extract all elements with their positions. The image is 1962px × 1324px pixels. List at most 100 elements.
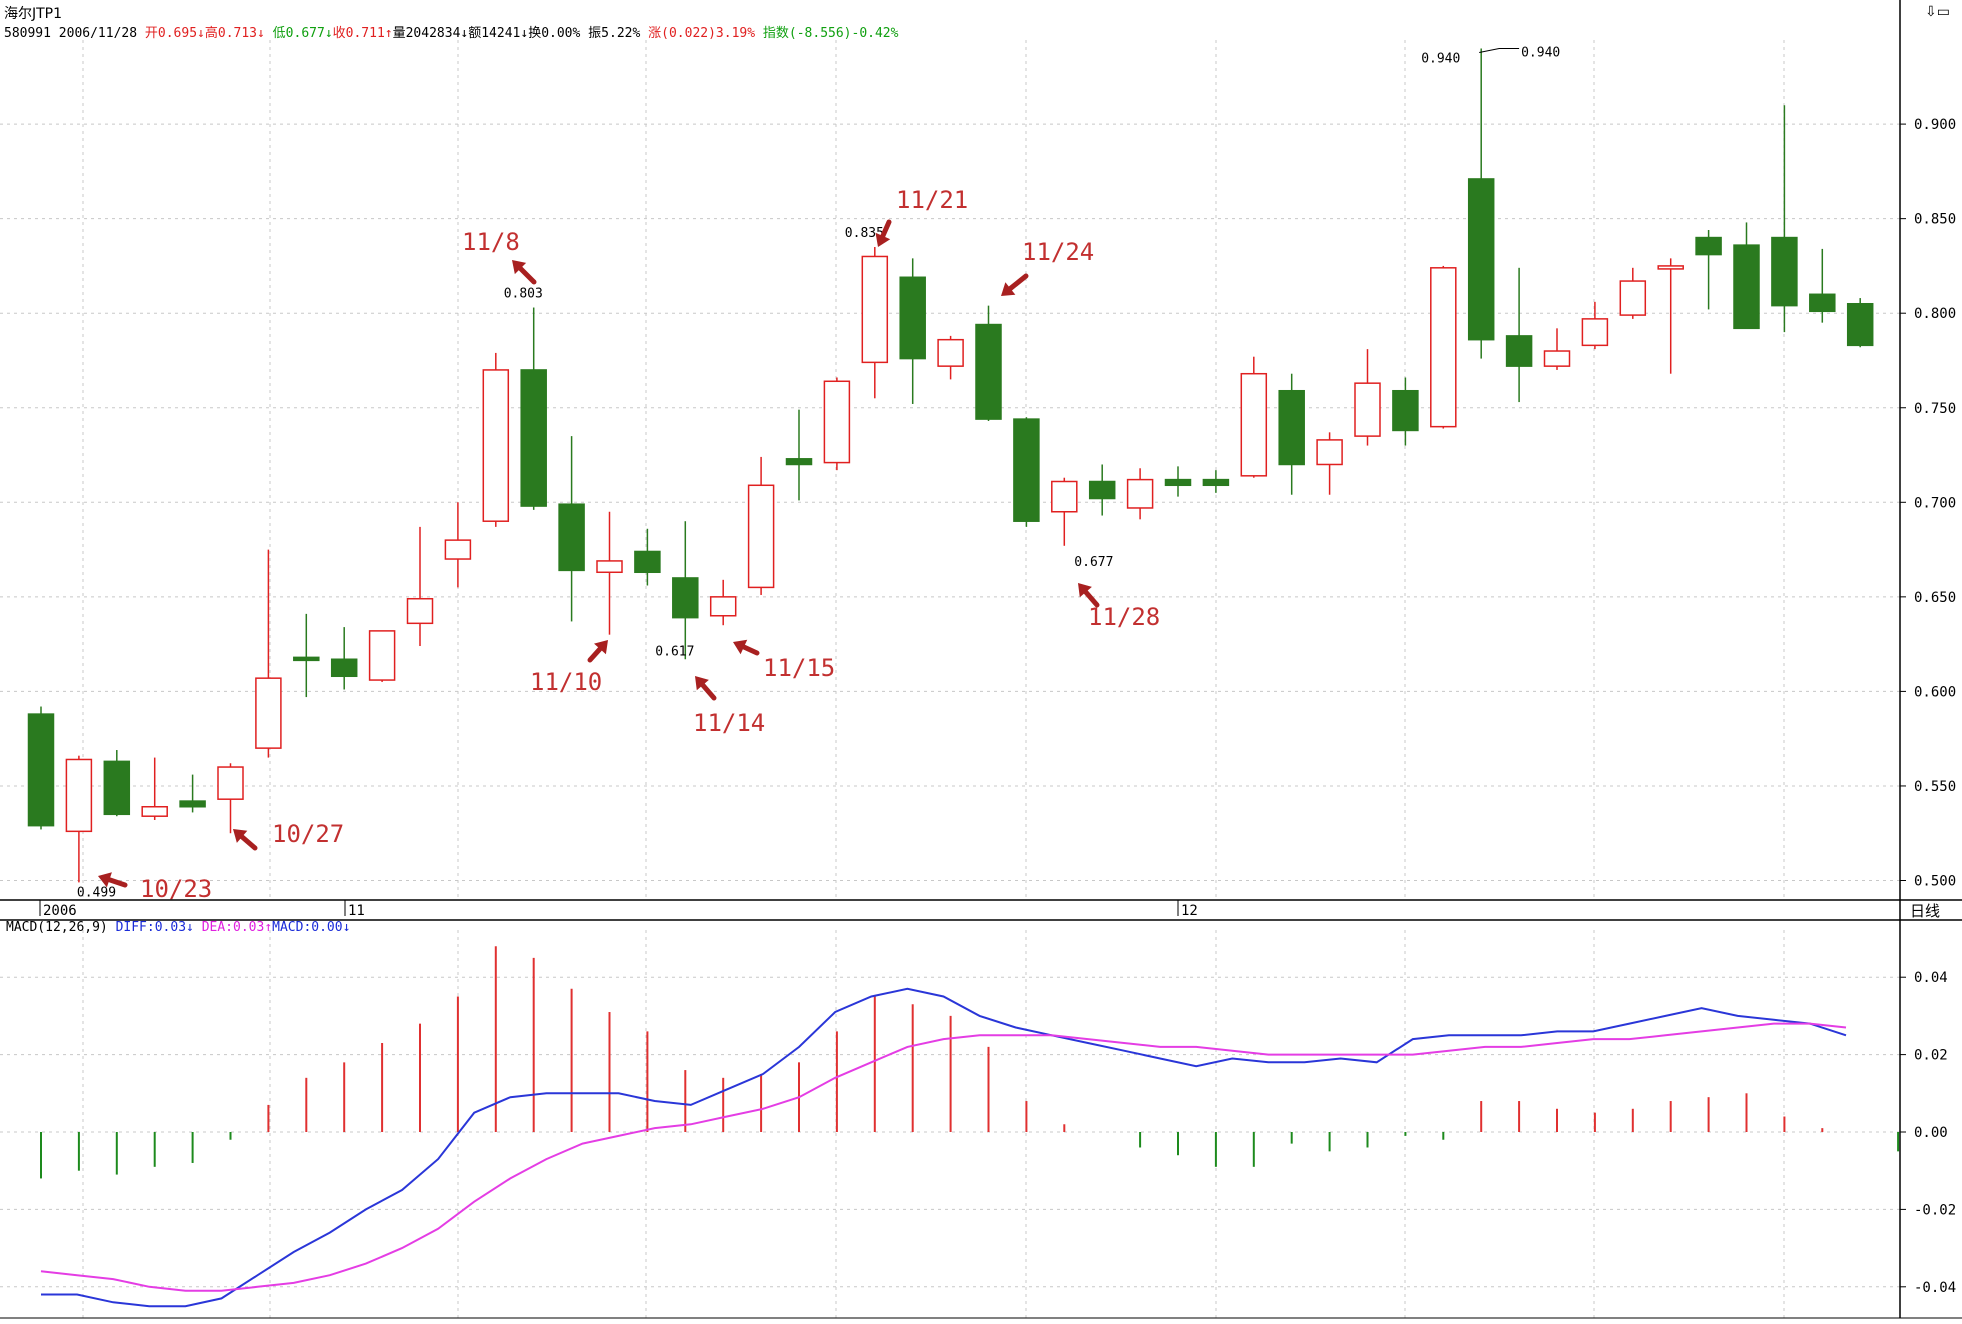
candle-body bbox=[1467, 178, 1495, 341]
candle-body bbox=[1771, 236, 1798, 307]
candle bbox=[65, 755, 93, 883]
candle-body bbox=[596, 560, 623, 574]
candle bbox=[672, 521, 699, 660]
amplitude: 振5.22% bbox=[588, 26, 641, 41]
candle-body bbox=[1088, 480, 1116, 500]
y-tick-label: 0.04 bbox=[1914, 970, 1948, 986]
arrow-up-icon: ↑ bbox=[384, 26, 393, 41]
macd-name: MACD(12,26,9) bbox=[6, 920, 108, 935]
candle bbox=[1164, 466, 1192, 497]
candle bbox=[1809, 248, 1836, 323]
dea-value: DEA:0.03 bbox=[201, 920, 265, 935]
candle bbox=[709, 579, 737, 626]
y-tick-label: 0.750 bbox=[1914, 401, 1956, 417]
y-tick-label: 0.00 bbox=[1914, 1125, 1948, 1141]
candle-body bbox=[1619, 280, 1647, 316]
candle bbox=[1354, 349, 1381, 446]
candle bbox=[1240, 356, 1268, 478]
candle bbox=[937, 335, 964, 380]
open-price: 开0.695 bbox=[144, 26, 198, 41]
candle-body bbox=[179, 800, 206, 808]
y-tick-label: 0.700 bbox=[1914, 495, 1956, 511]
candle bbox=[1126, 468, 1154, 520]
candle bbox=[975, 305, 1002, 421]
candle-body bbox=[1581, 318, 1609, 347]
date-annotation: 11/14 bbox=[693, 676, 765, 737]
date-annotation: 10/23 bbox=[98, 872, 212, 903]
candle bbox=[747, 456, 775, 595]
candle bbox=[823, 377, 851, 471]
annotation-arrow-head bbox=[98, 872, 112, 888]
y-tick-label: 0.850 bbox=[1914, 212, 1956, 228]
candle-body bbox=[558, 503, 585, 572]
arrow-down-icon: ↓ bbox=[460, 26, 469, 41]
candle bbox=[1088, 464, 1116, 516]
window-icon[interactable]: ⇩▭ bbox=[1925, 4, 1950, 20]
annotation-arrow-head bbox=[695, 676, 709, 691]
period-label[interactable]: 日线 bbox=[1910, 902, 1941, 920]
candle bbox=[1430, 265, 1457, 429]
candle bbox=[596, 511, 623, 635]
candle bbox=[103, 750, 131, 817]
candle-body bbox=[861, 255, 889, 364]
amount: 额14241 bbox=[468, 26, 521, 41]
y-tick-label: 0.550 bbox=[1914, 779, 1956, 795]
annotation-label: 11/21 bbox=[896, 186, 968, 214]
annotation-arrow bbox=[517, 265, 537, 285]
candle-body bbox=[255, 677, 282, 749]
annotation-label: 10/23 bbox=[140, 875, 212, 903]
candle-body bbox=[1809, 293, 1836, 313]
annotation-arrow bbox=[106, 877, 128, 888]
candle bbox=[1657, 258, 1684, 374]
candle bbox=[1543, 328, 1571, 370]
candle-body bbox=[709, 596, 737, 617]
annotation-arrow bbox=[1007, 273, 1029, 292]
quote-info: 海尔JTP1 580991 2006/11/28 开0.695↓高0.713↓ … bbox=[4, 4, 898, 44]
candle bbox=[1771, 105, 1798, 333]
turnover: 换0.00% bbox=[528, 26, 581, 41]
price-grid bbox=[0, 40, 1900, 900]
candle-body bbox=[1051, 480, 1078, 513]
candle-body bbox=[1316, 439, 1343, 466]
candle-body bbox=[1657, 265, 1684, 270]
candle bbox=[899, 258, 926, 404]
y-tick-label: 0.800 bbox=[1914, 306, 1956, 322]
candle bbox=[255, 549, 282, 758]
candle-body bbox=[141, 806, 168, 817]
candle-body bbox=[1505, 335, 1533, 367]
y-tick-label: 0.02 bbox=[1914, 1048, 1948, 1064]
candle bbox=[520, 307, 547, 510]
candle-body bbox=[1354, 382, 1381, 437]
macd-header: MACD(12,26,9) DIFF:0.03↓ DEA:0.03↑MACD:0… bbox=[6, 920, 350, 935]
macd-lines bbox=[40, 987, 1847, 1308]
price-change: 涨(0.022)3.19% bbox=[648, 26, 756, 41]
candle-body bbox=[672, 577, 699, 619]
candle bbox=[1316, 432, 1343, 495]
macd-bars bbox=[40, 946, 1900, 1179]
candle-body bbox=[1543, 350, 1571, 367]
candle-body bbox=[520, 369, 547, 507]
date-annotation: 11/21 bbox=[875, 186, 968, 247]
annotation-label: 11/14 bbox=[693, 709, 765, 737]
candle-body bbox=[1202, 478, 1230, 487]
date-annotation: 11/24 bbox=[1001, 238, 1094, 296]
candle bbox=[368, 630, 396, 682]
annotation-arrow-head bbox=[233, 829, 248, 843]
date-annotation: 11/28 bbox=[1078, 583, 1160, 631]
candle-body bbox=[634, 550, 661, 574]
x-tick-label: 12 bbox=[1181, 903, 1198, 919]
annotations: 10/23 10/27 11/8 11/10 11/14 11/15 11/21 11/24 1… bbox=[98, 186, 1160, 903]
candle-body bbox=[293, 656, 320, 662]
volume: 量2042834 bbox=[392, 26, 461, 41]
annotation-label: 11/8 bbox=[462, 228, 520, 256]
candle-body bbox=[1392, 389, 1419, 432]
candle-body bbox=[1733, 244, 1760, 330]
candle bbox=[27, 706, 55, 830]
quote-date: 2006/11/28 bbox=[58, 26, 138, 41]
candle bbox=[558, 436, 585, 622]
arrow-down-icon: ↓ bbox=[342, 920, 351, 935]
price-value-label: 0.677 bbox=[1074, 555, 1113, 570]
arrow-down-icon: ↓ bbox=[186, 920, 194, 935]
candle-body bbox=[406, 597, 434, 625]
